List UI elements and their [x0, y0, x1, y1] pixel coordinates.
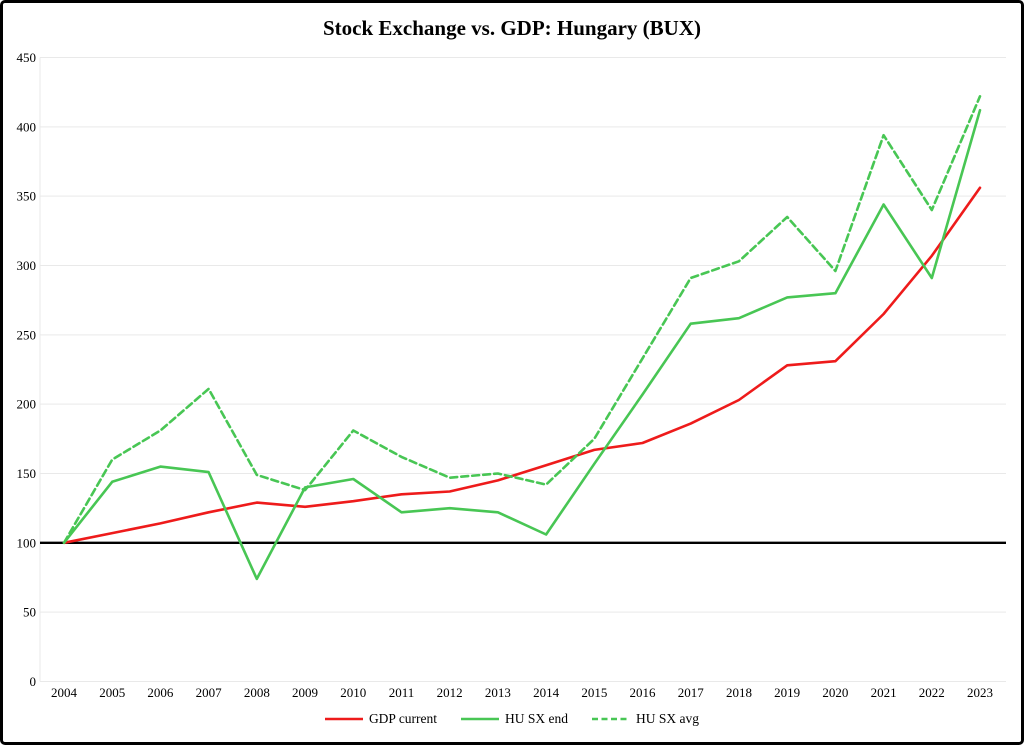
x-axis-tick-label: 2020	[822, 685, 848, 700]
x-axis-tick-label: 2007	[196, 685, 223, 700]
y-axis-tick-label: 0	[30, 674, 37, 689]
legend-item-hu-sx-avg: HU SX avg	[592, 711, 699, 727]
y-axis-tick-label: 50	[23, 605, 36, 620]
x-axis-tick-label: 2011	[389, 685, 415, 700]
legend-swatch-dashed-line-icon	[592, 717, 631, 721]
legend-label: HU SX avg	[636, 711, 700, 726]
y-axis-tick-label: 300	[17, 258, 37, 273]
x-axis-tick-label: 2008	[244, 685, 270, 700]
legend-label: GDP current	[368, 711, 438, 726]
y-axis-tick-label: 200	[17, 397, 37, 412]
x-axis-tick-label: 2019	[774, 685, 800, 700]
x-axis-tick-label: 2018	[726, 685, 752, 700]
y-axis-tick-label: 350	[17, 189, 37, 204]
legend-item-gdp-current: GDP current	[324, 711, 438, 727]
y-axis-tick-label: 250	[17, 327, 37, 342]
y-axis-tick-label: 400	[17, 119, 37, 134]
x-axis-tick-label: 2009	[292, 685, 318, 700]
chart-title: Stock Exchange vs. GDP: Hungary (BUX)	[322, 16, 701, 40]
x-axis-tick-label: 2017	[678, 685, 705, 700]
chart-legend: GDP current HU SX end HU SX avg	[3, 711, 1021, 727]
x-axis-tick-label: 2006	[147, 685, 174, 700]
x-axis-tick-label: 2010	[340, 685, 366, 700]
x-axis-tick-label: 2022	[919, 685, 945, 700]
x-axis-tick-label: 2004	[51, 685, 78, 700]
x-axis-tick-label: 2021	[871, 685, 897, 700]
legend-swatch-solid-line-icon	[461, 717, 500, 721]
legend-swatch-solid-line-icon	[324, 717, 363, 721]
x-axis-tick-label: 2012	[437, 685, 463, 700]
legend-label: HU SX end	[505, 711, 569, 726]
y-axis-tick-label: 450	[17, 50, 37, 65]
y-axis-tick-label: 100	[17, 535, 37, 550]
y-axis-tick-label: 150	[17, 466, 37, 481]
series-line-hu-sx-end	[62, 108, 982, 581]
x-axis-tick-label: 2013	[485, 685, 511, 700]
series-line-hu-sx-avg	[62, 95, 982, 545]
x-axis-tick-label: 2015	[581, 685, 607, 700]
series-line-gdp-current	[62, 186, 982, 545]
x-axis-tick-label: 2005	[99, 685, 125, 700]
x-axis-tick-label: 2023	[967, 685, 993, 700]
x-axis-tick-label: 2014	[533, 685, 560, 700]
x-axis-tick-label: 2016	[630, 685, 657, 700]
legend-item-hu-sx-end: HU SX end	[461, 711, 568, 727]
